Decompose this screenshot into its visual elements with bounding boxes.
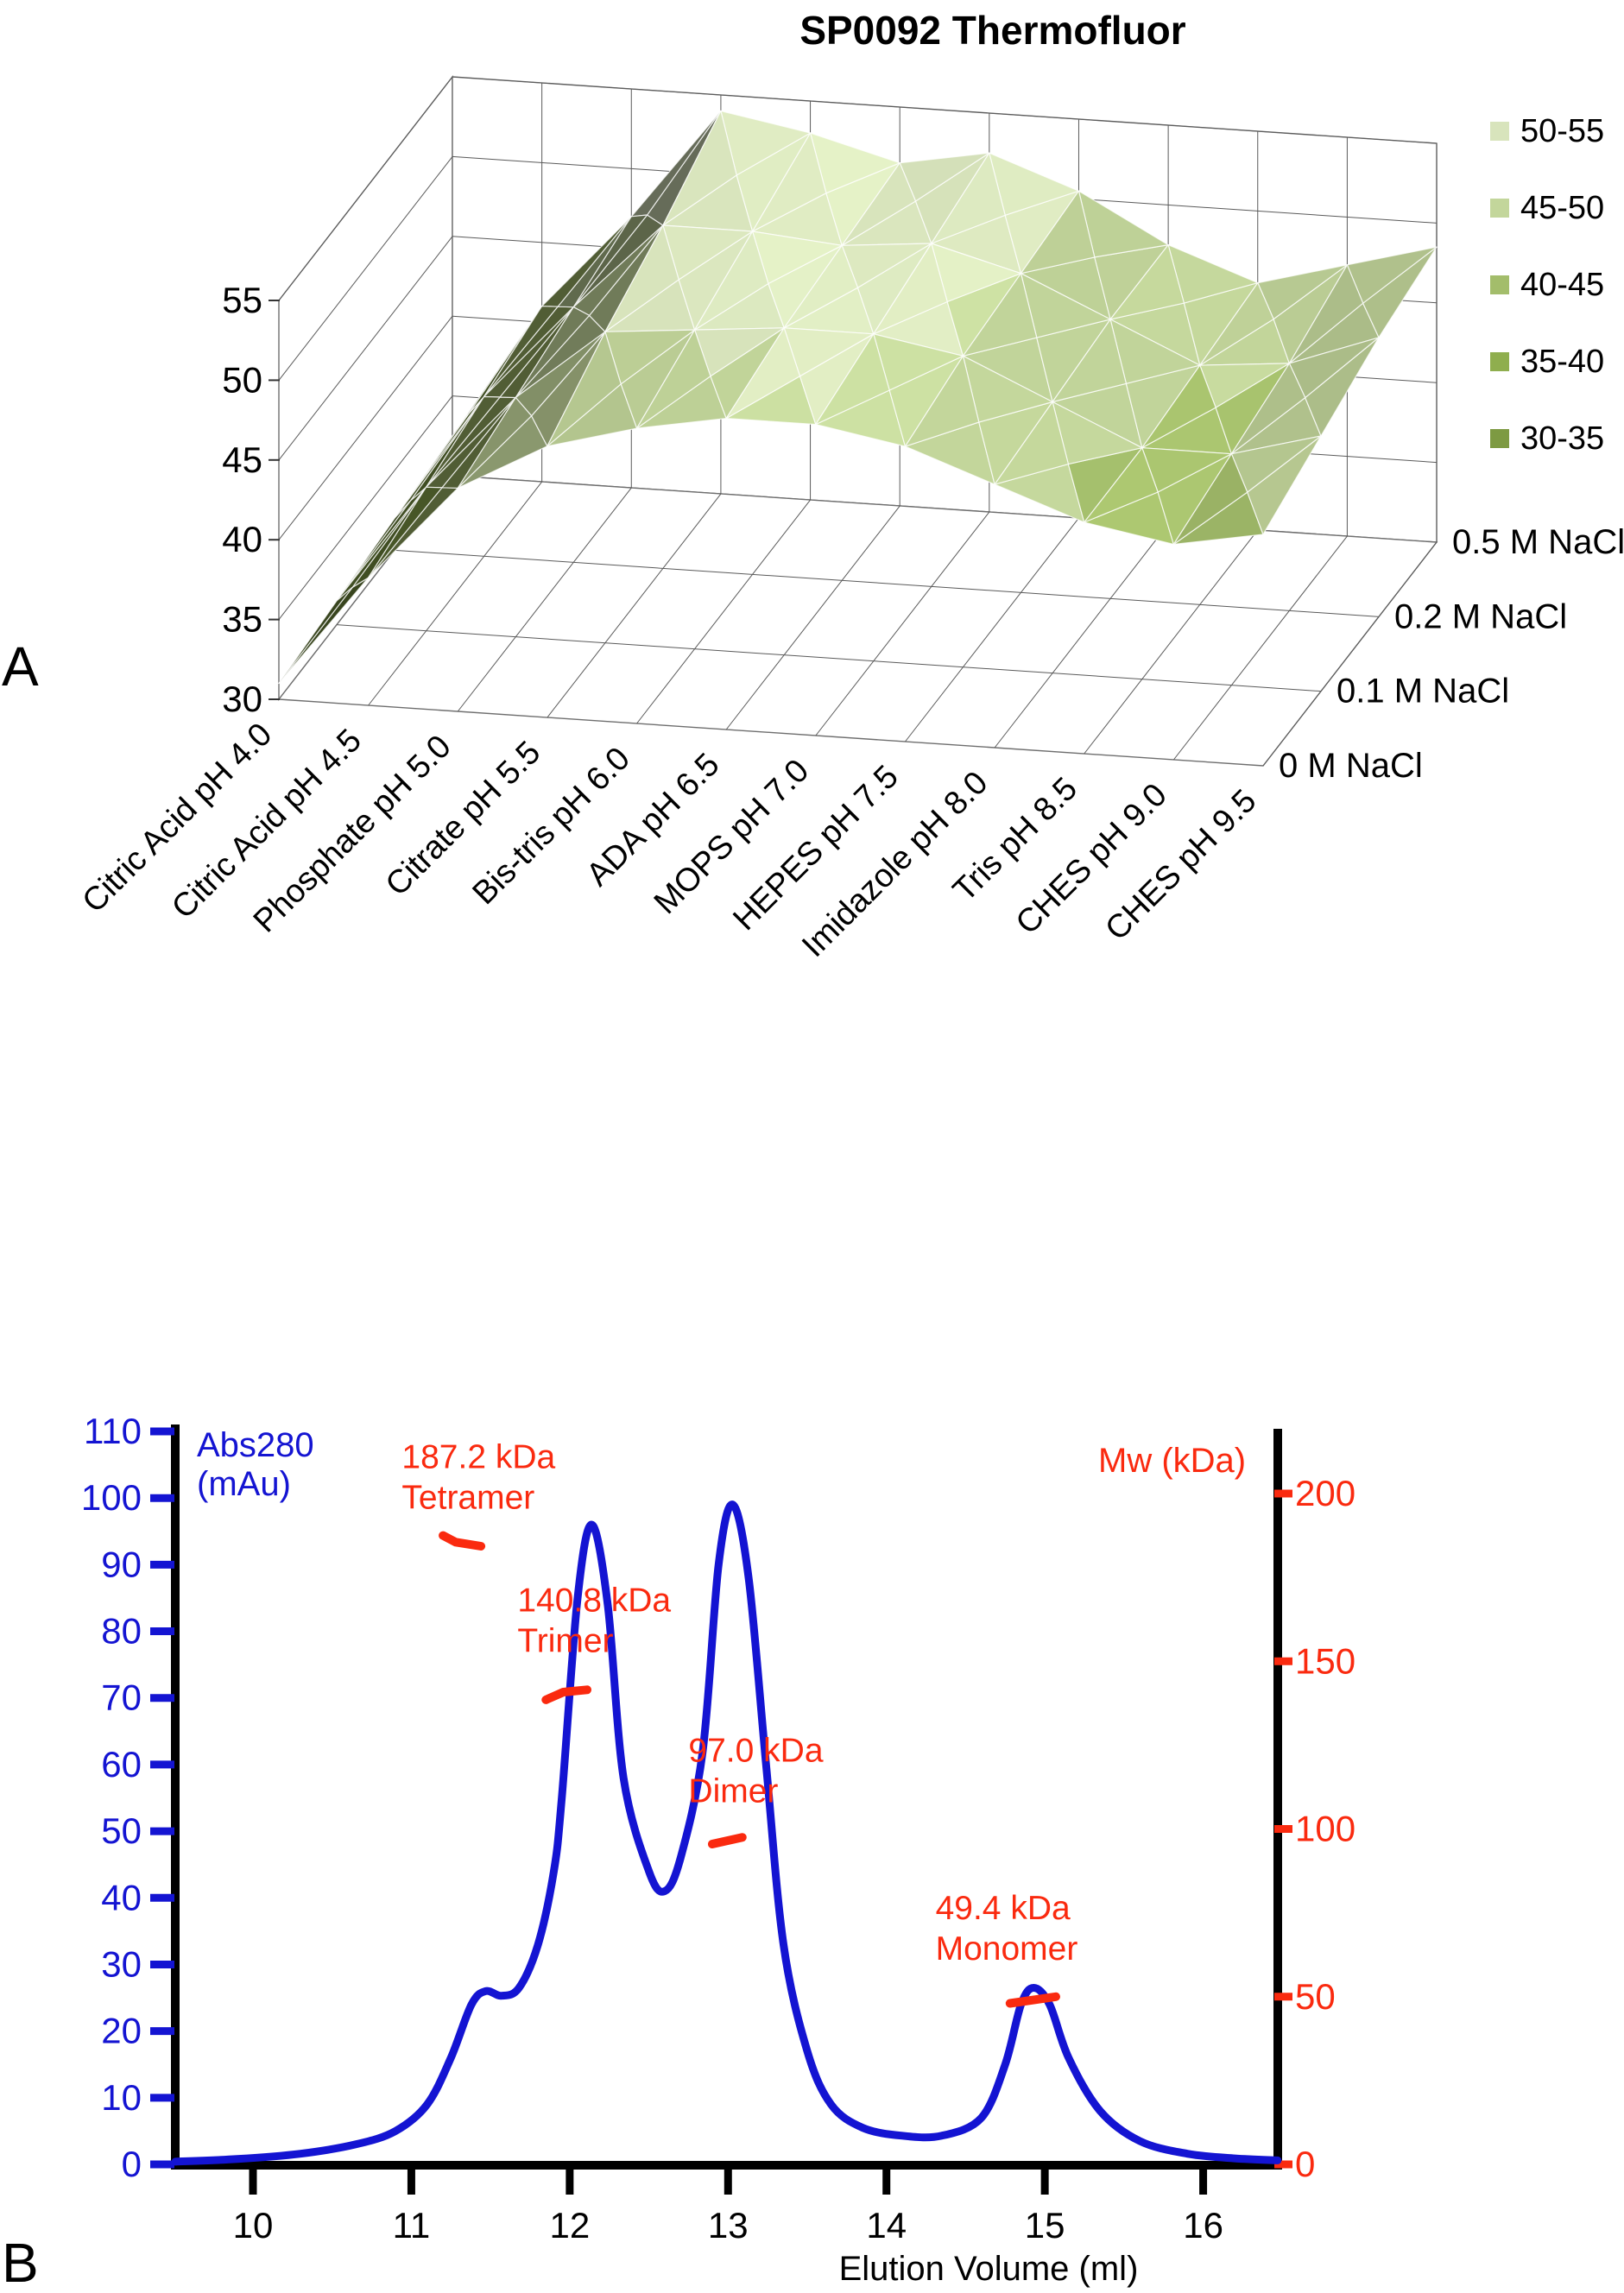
b-x-axis-title: Elution Volume (ml) <box>838 2250 1139 2288</box>
abs280-curve <box>171 1500 1282 2166</box>
tick-label: 15 <box>1025 2205 1065 2246</box>
legend-item: 30-35 <box>1490 420 1604 457</box>
legend-swatch <box>1490 199 1509 218</box>
tick-label: 0.1 M NaCl <box>1336 673 1509 711</box>
tick-label: HEPES pH 7.5 <box>726 759 905 938</box>
surface-legend: 50-55 45-50 40-45 35-40 30-35 <box>1490 113 1604 506</box>
tick-label: 10 <box>233 2205 274 2246</box>
tick-label: 50 <box>101 1810 142 1851</box>
tick-label: 200 <box>1295 1473 1355 1513</box>
legend-item: 35-40 <box>1490 344 1604 380</box>
legend-item: 50-55 <box>1490 113 1604 149</box>
mw-measurement-dash <box>439 1531 486 1551</box>
surface-mesh <box>278 110 1438 685</box>
mw-measurement-dash <box>707 1833 747 1848</box>
tick-label: 11 <box>393 2205 431 2246</box>
legend-label: 50-55 <box>1520 112 1605 149</box>
tick-label: 14 <box>866 2205 907 2246</box>
mw-annotation-label: 187.2 kDa <box>401 1439 555 1476</box>
b-curve <box>171 1500 1282 2166</box>
legend-item: 40-45 <box>1490 267 1604 303</box>
legend-label: 35-40 <box>1520 343 1605 380</box>
tick-label: 0 M NaCl <box>1279 747 1423 785</box>
tick-label: 20 <box>101 2011 142 2051</box>
legend-swatch <box>1490 429 1509 448</box>
tick-label: 12 <box>550 2205 591 2246</box>
tick-label: 100 <box>1295 1809 1355 1849</box>
legend-label: 40-45 <box>1520 266 1605 303</box>
legend-label: 45-50 <box>1520 189 1605 226</box>
tick-label: 13 <box>708 2205 749 2246</box>
tick-label: 0 <box>1295 2144 1315 2184</box>
tick-label: 45 <box>222 439 262 480</box>
a-z-axis-labels: 30 35 40 45 50 55 <box>222 280 280 719</box>
tick-label: 10 <box>101 2077 142 2118</box>
b-x-ticks: 10 11 12 13 14 15 16 <box>233 2165 1223 2246</box>
tick-label: 50 <box>1295 1976 1336 2017</box>
panel-b-label: B <box>2 2232 39 2293</box>
mw-annotation-label: 140.8 kDa <box>517 1582 671 1620</box>
left-axis-title-line2: (mAu) <box>197 1465 291 1503</box>
mw-annotation-label: 97.0 kDa <box>688 1732 823 1769</box>
oligomer-annotation-label: Tetramer <box>401 1480 534 1517</box>
tick-label: 150 <box>1295 1640 1355 1681</box>
tick-label: 35 <box>222 599 262 640</box>
mw-measurement-dash <box>1005 1992 1060 2008</box>
legend-swatch <box>1490 352 1509 371</box>
mw-annotation-label: 49.4 kDa <box>936 1890 1071 1927</box>
right-axis-title: Mw (kDa) <box>1098 1442 1247 1480</box>
panel-a-title: SP0092 Thermofluor <box>799 8 1186 53</box>
legend-label: 30-35 <box>1520 420 1605 457</box>
tick-label: 40 <box>222 519 262 559</box>
panel-a-label: A <box>2 635 39 698</box>
tick-label: 30 <box>222 679 262 719</box>
tick-label: 55 <box>222 280 262 320</box>
tick-label: 30 <box>101 1943 142 1984</box>
oligomer-annotation-label: Trimer <box>517 1623 613 1660</box>
tick-label: 60 <box>101 1744 142 1784</box>
tick-label: 0.2 M NaCl <box>1394 597 1567 635</box>
legend-swatch <box>1490 122 1509 141</box>
oligomer-annotation-label: Monomer <box>936 1930 1078 1968</box>
legend-item: 45-50 <box>1490 190 1604 226</box>
left-axis-title-line1: Abs280 <box>197 1426 314 1464</box>
oligomer-annotation-label: Dimer <box>688 1772 778 1810</box>
tick-label: 70 <box>101 1677 142 1718</box>
tick-label: 0.5 M NaCl <box>1452 523 1624 561</box>
tick-label: 110 <box>84 1411 142 1451</box>
tick-label: 90 <box>101 1544 142 1584</box>
b-right-ticks: 0 50 100 150 200 <box>1274 1473 1355 2184</box>
tick-label: 80 <box>101 1611 142 1652</box>
tick-label: 100 <box>81 1477 142 1518</box>
tick-label: 0 <box>122 2144 142 2184</box>
tick-label: 16 <box>1183 2205 1223 2246</box>
a-series-axis-labels: 0 M NaCl 0.1 M NaCl 0.2 M NaCl 0.5 M NaCl <box>1279 523 1624 785</box>
tick-label: 40 <box>101 1877 142 1917</box>
legend-swatch <box>1490 275 1509 294</box>
tick-label: 50 <box>222 359 262 400</box>
left-axis-title: Abs280 (mAu) <box>197 1426 314 1504</box>
mw-measurement-dash <box>541 1685 591 1704</box>
b-left-ticks: 0 10 20 30 40 50 60 70 80 90 100 110 <box>81 1411 174 2184</box>
